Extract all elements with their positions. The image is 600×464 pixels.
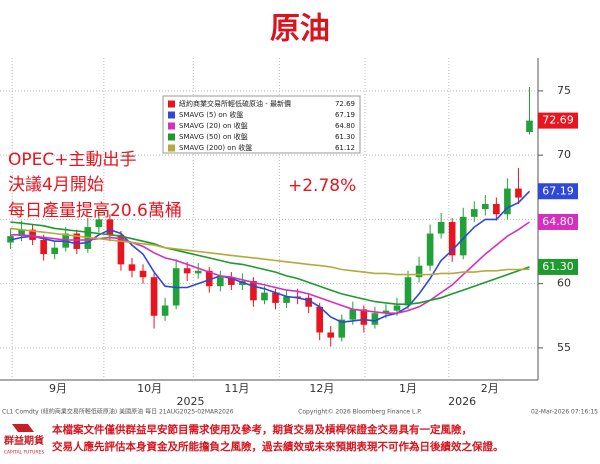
legend-swatch	[168, 111, 175, 119]
footer-copyright: Copyright© 2026 Bloomberg Finance L.P.	[298, 409, 422, 416]
ma-line	[10, 221, 530, 305]
disclaimer: 交易人應先評估本身資金及所能擔負之風險，過去績效或未來預期表現不可作為日後績效之…	[52, 440, 504, 453]
year-label: 2026	[448, 395, 476, 408]
candle-body	[316, 306, 323, 333]
chart-title: 原油	[270, 12, 330, 47]
x-tick-label: 11月	[224, 382, 249, 395]
legend-value: 64.80	[335, 122, 355, 130]
candle-body	[371, 313, 379, 325]
legend-value: 72.69	[335, 100, 355, 108]
candle-body	[51, 247, 58, 255]
candle-body	[272, 292, 279, 303]
candle-body	[327, 332, 335, 338]
candle-body	[415, 265, 423, 278]
candle-body	[482, 203, 489, 210]
value-tag	[538, 258, 578, 275]
y-tick-label: 60	[557, 277, 571, 290]
candle-body	[338, 319, 346, 338]
candle-body	[504, 188, 511, 215]
legend-label: SMAVG (5) on 收盤	[179, 110, 243, 119]
annotation: OPEC+主動出手	[8, 150, 137, 170]
candle-body	[150, 277, 158, 316]
candle-body	[437, 221, 445, 234]
candle-body	[360, 309, 368, 325]
legend-value: 67.19	[335, 111, 355, 119]
candle-body	[117, 234, 125, 265]
legend-swatch	[168, 100, 175, 108]
candle-body	[205, 270, 213, 287]
legend-label: 紐約商業交易所輕低硫原油 - 最新價	[179, 99, 291, 108]
candle-body	[106, 219, 114, 235]
value-tag-label: 67.19	[542, 184, 574, 197]
candle-body	[459, 216, 467, 256]
value-tag-label: 61.30	[542, 260, 574, 273]
candle-body	[448, 221, 456, 256]
legend-value: 61.12	[335, 144, 355, 152]
candle-body	[194, 270, 202, 274]
value-tag	[538, 213, 578, 230]
candle-body	[261, 292, 268, 301]
disclaimer: 本檔案文件僅供群益早安節目需求使用及參考，期貨交易及槓桿保證金交易具有一定風險，	[52, 423, 472, 436]
legend-swatch	[168, 122, 175, 130]
candle-body	[128, 264, 136, 271]
candle-body	[515, 188, 522, 198]
x-tick-label: 10月	[137, 382, 162, 395]
y-tick-label: 75	[557, 84, 571, 97]
candle-body	[305, 297, 312, 307]
candle-body	[349, 309, 357, 320]
value-tag	[538, 183, 578, 200]
legend-label: SMAVG (200) on 收盤	[179, 143, 252, 152]
candle-body	[404, 277, 412, 306]
candle-body	[95, 219, 103, 228]
legend-box	[162, 95, 361, 154]
annotation: +2.78%	[288, 176, 356, 196]
legend-swatch	[168, 144, 175, 152]
legend-label: SMAVG (20) on 收盤	[179, 121, 248, 130]
logo-en: CAPITAL FUTURES	[4, 450, 45, 456]
candle-body	[18, 229, 25, 237]
ma-line	[10, 190, 531, 324]
legend: 紐約商業交易所輕低硫原油 - 最新價 72.69 SMAVG (5) on 收盤 67…	[162, 95, 361, 154]
candle-body	[139, 270, 147, 278]
x-tick-label: 1月	[399, 382, 417, 395]
x-tick-label: 9月	[49, 382, 67, 395]
candle-body	[183, 268, 191, 274]
annotation: 每日產量提高20.6萬桶	[8, 201, 182, 221]
candle-body	[161, 305, 169, 316]
legend-swatch	[168, 133, 175, 141]
x-tick-label: 12月	[309, 382, 334, 395]
candle-body	[493, 203, 500, 215]
candle-body	[526, 120, 533, 133]
y-tick-label: 70	[557, 148, 571, 161]
y-tick-label: 55	[557, 341, 571, 354]
candle-body	[29, 229, 36, 240]
x-tick-label: 2月	[481, 382, 499, 395]
legend-label: SMAVG (50) on 收盤	[179, 132, 248, 141]
value-tag-label: 72.69	[542, 114, 574, 127]
annotation: 決議4月開始	[8, 175, 104, 195]
candle-body	[283, 296, 290, 303]
year-label: 2025	[177, 395, 205, 408]
value-tag-label: 64.80	[542, 215, 574, 228]
footer-source: CL1 Comdty (紐約商業交易所輕低硫原油) 美國原油 每日 21AUG2…	[2, 408, 234, 416]
logo-mark	[12, 424, 34, 432]
candle-body	[393, 305, 401, 311]
footer-time: 02-Mar-2026 07:16:15	[531, 409, 598, 416]
candle-body	[228, 277, 235, 285]
ma-line	[10, 227, 530, 276]
candle-body	[382, 310, 390, 314]
logo: 群益期貨	[4, 434, 44, 447]
candle-body	[73, 233, 81, 249]
candle-body	[40, 239, 47, 255]
candle-body	[217, 277, 224, 287]
candle-body	[426, 233, 434, 266]
candle-body	[470, 209, 478, 217]
legend-value: 61.30	[335, 133, 355, 141]
candle-body	[250, 281, 257, 301]
value-tag	[538, 112, 578, 129]
